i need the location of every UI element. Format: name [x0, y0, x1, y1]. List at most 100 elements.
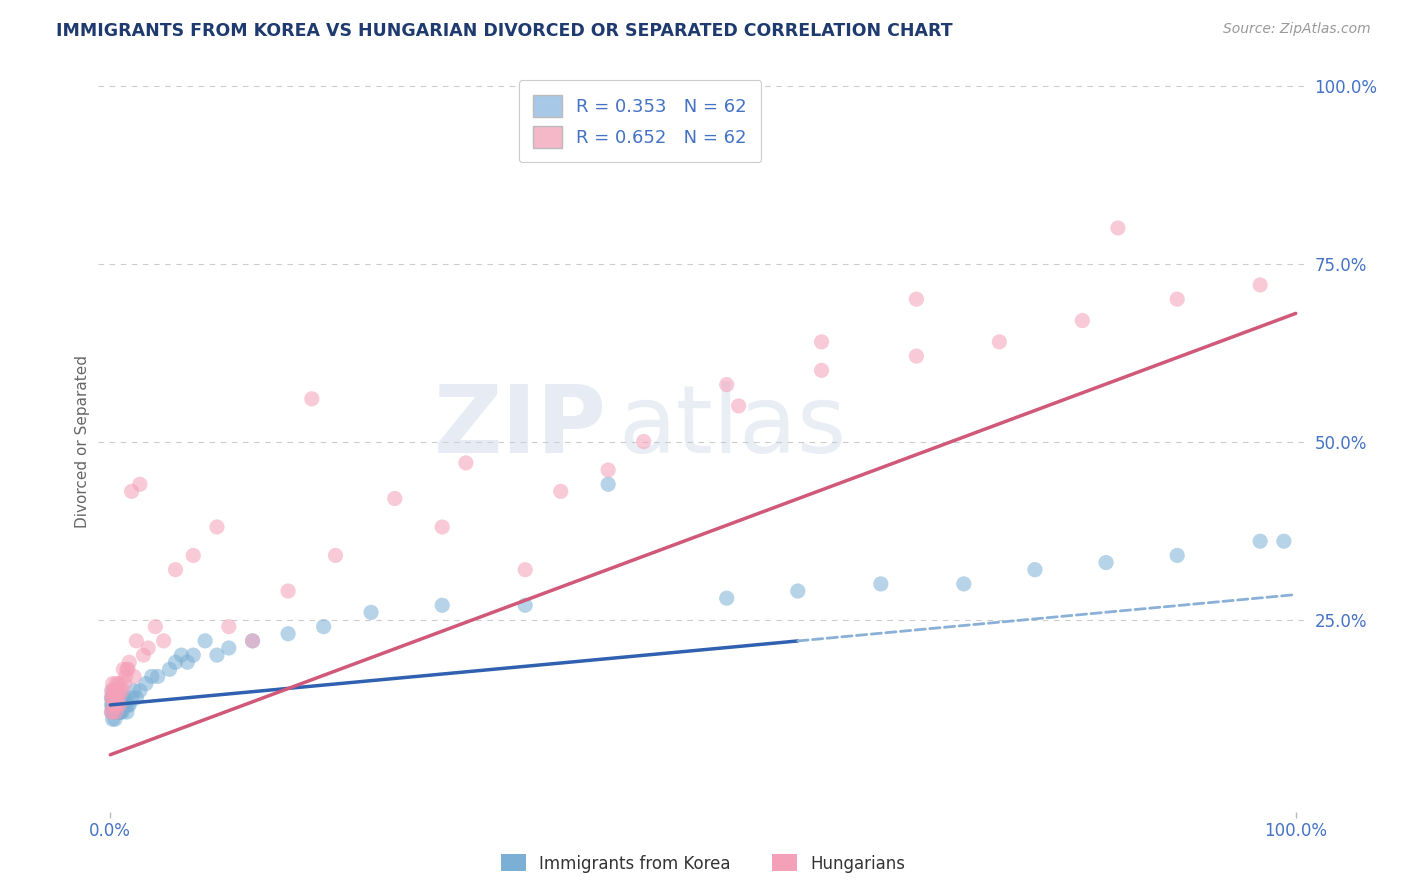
- Point: [1107, 221, 1129, 235]
- Text: IMMIGRANTS FROM KOREA VS HUNGARIAN DIVORCED OR SEPARATED CORRELATION CHART: IMMIGRANTS FROM KOREA VS HUNGARIAN DIVOR…: [56, 22, 953, 40]
- Point: [114, 669, 136, 683]
- Point: [218, 640, 240, 655]
- Point: [1166, 549, 1188, 563]
- Point: [454, 456, 477, 470]
- Point: [107, 705, 129, 719]
- Point: [132, 648, 155, 662]
- Point: [100, 683, 122, 698]
- Point: [159, 662, 181, 676]
- Point: [103, 683, 125, 698]
- Point: [360, 606, 382, 620]
- Point: [105, 705, 128, 719]
- Point: [115, 705, 138, 719]
- Point: [104, 683, 127, 698]
- Point: [108, 705, 131, 719]
- Point: [129, 683, 152, 698]
- Point: [218, 620, 240, 634]
- Point: [176, 655, 198, 669]
- Point: [107, 676, 129, 690]
- Point: [325, 549, 347, 563]
- Point: [111, 705, 134, 719]
- Point: [598, 463, 620, 477]
- Point: [111, 690, 134, 705]
- Y-axis label: Divorced or Separated: Divorced or Separated: [75, 355, 90, 528]
- Point: [122, 683, 145, 698]
- Point: [101, 705, 124, 719]
- Point: [810, 334, 832, 349]
- Point: [135, 676, 157, 690]
- Point: [136, 640, 159, 655]
- Point: [242, 633, 264, 648]
- Point: [170, 648, 193, 662]
- Point: [117, 662, 139, 676]
- Point: [121, 690, 143, 705]
- Point: [105, 676, 128, 690]
- Point: [515, 599, 537, 613]
- Point: [905, 349, 928, 363]
- Point: [114, 690, 136, 705]
- Point: [114, 676, 136, 690]
- Text: ZIP: ZIP: [433, 381, 606, 473]
- Point: [114, 698, 136, 712]
- Point: [100, 690, 122, 705]
- Point: [107, 698, 129, 712]
- Point: [105, 690, 128, 705]
- Point: [100, 690, 122, 705]
- Legend: R = 0.353   N = 62, R = 0.652   N = 62: R = 0.353 N = 62, R = 0.652 N = 62: [519, 80, 762, 162]
- Point: [104, 712, 127, 726]
- Point: [716, 591, 738, 606]
- Point: [716, 377, 738, 392]
- Point: [125, 633, 148, 648]
- Point: [1095, 556, 1118, 570]
- Point: [105, 705, 128, 719]
- Point: [118, 655, 141, 669]
- Point: [110, 698, 132, 712]
- Point: [277, 626, 299, 640]
- Point: [905, 292, 928, 306]
- Point: [1272, 534, 1295, 549]
- Point: [101, 690, 124, 705]
- Point: [988, 334, 1011, 349]
- Point: [1249, 277, 1271, 292]
- Point: [100, 698, 122, 712]
- Point: [110, 676, 132, 690]
- Point: [101, 690, 124, 705]
- Point: [242, 633, 264, 648]
- Point: [384, 491, 406, 506]
- Point: [103, 690, 125, 705]
- Point: [165, 655, 187, 669]
- Point: [118, 698, 141, 712]
- Point: [104, 698, 127, 712]
- Point: [105, 698, 128, 712]
- Point: [104, 698, 127, 712]
- Point: [869, 577, 891, 591]
- Point: [633, 434, 655, 449]
- Point: [194, 633, 217, 648]
- Point: [1249, 534, 1271, 549]
- Point: [112, 698, 135, 712]
- Point: [727, 399, 749, 413]
- Point: [1166, 292, 1188, 306]
- Point: [550, 484, 572, 499]
- Point: [105, 705, 128, 719]
- Point: [1071, 313, 1094, 327]
- Point: [181, 648, 204, 662]
- Point: [125, 690, 148, 705]
- Point: [103, 690, 125, 705]
- Point: [105, 690, 128, 705]
- Point: [432, 520, 454, 534]
- Point: [115, 662, 138, 676]
- Point: [100, 705, 122, 719]
- Point: [181, 549, 204, 563]
- Point: [108, 698, 131, 712]
- Point: [1024, 563, 1046, 577]
- Point: [141, 669, 163, 683]
- Text: atlas: atlas: [619, 381, 846, 473]
- Point: [103, 698, 125, 712]
- Point: [107, 690, 129, 705]
- Point: [786, 584, 808, 599]
- Point: [952, 577, 974, 591]
- Point: [205, 648, 228, 662]
- Point: [101, 712, 124, 726]
- Point: [105, 683, 128, 698]
